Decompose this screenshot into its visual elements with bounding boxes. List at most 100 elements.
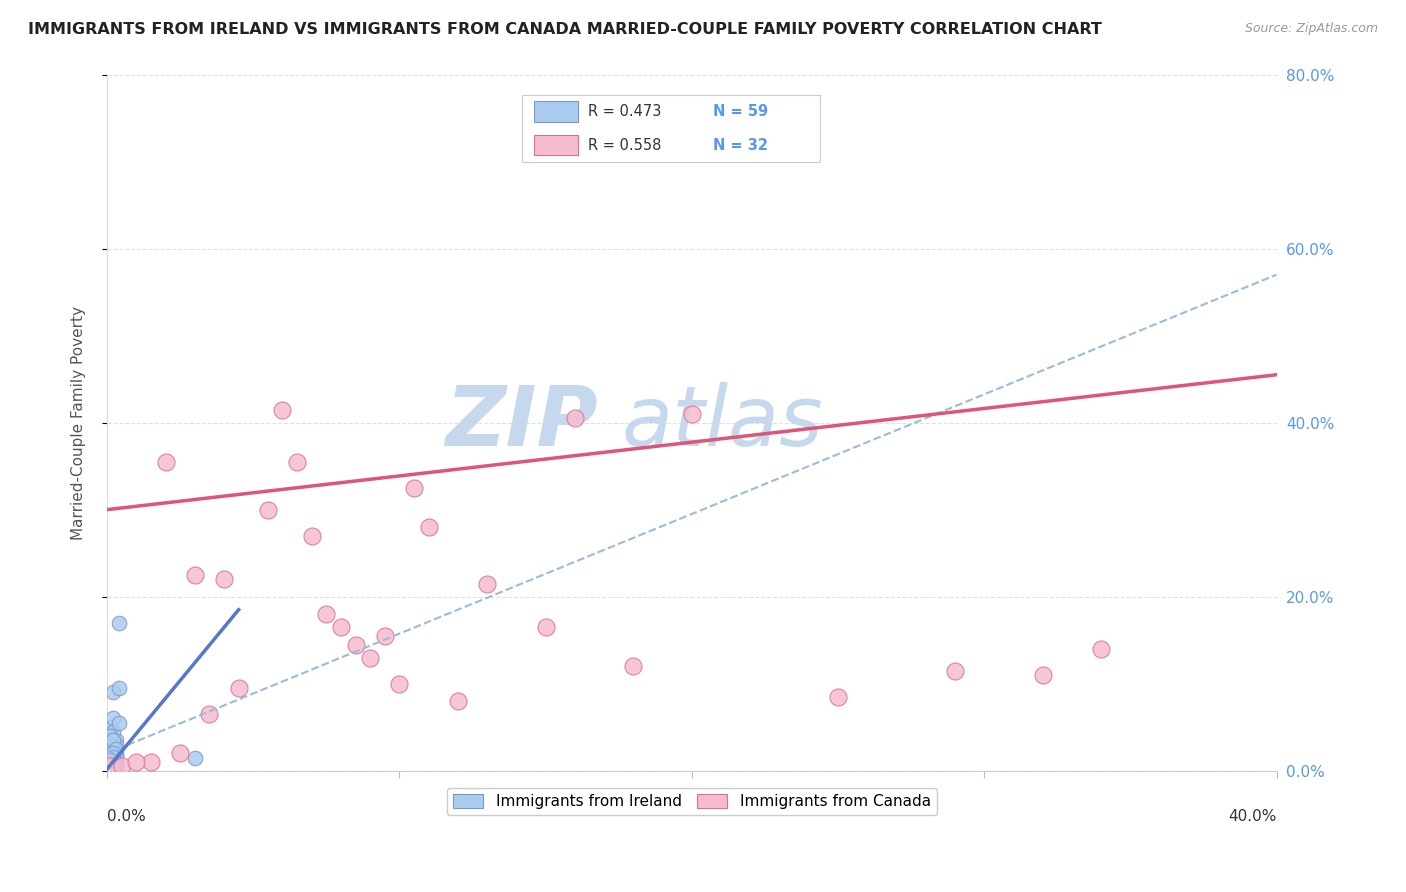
Point [98,763,121,777]
Point [98,754,121,768]
Point [564,411,586,425]
Point [111,759,134,773]
Point [104,733,127,747]
Point [104,742,127,756]
Point [107,715,129,730]
Point [447,694,470,708]
Y-axis label: Married-Couple Family Poverty: Married-Couple Family Poverty [72,306,86,540]
Text: N = 32: N = 32 [713,137,768,153]
Point [101,733,124,747]
Point [98,729,121,743]
Point [101,758,124,772]
FancyBboxPatch shape [534,135,578,155]
Point [155,455,177,469]
Point [98,756,121,771]
FancyBboxPatch shape [522,95,821,161]
Point [534,620,557,634]
Point [184,750,207,764]
Point [212,572,235,586]
Point [101,757,124,772]
Point [101,747,124,761]
Point [101,753,124,767]
Text: Source: ZipAtlas.com: Source: ZipAtlas.com [1244,22,1378,36]
Text: R = 0.558: R = 0.558 [588,137,661,153]
Text: 0.0%: 0.0% [107,809,146,824]
Point [681,407,703,421]
Point [104,758,127,772]
Point [98,747,121,761]
Point [943,664,966,678]
Point [98,759,121,773]
Point [98,755,121,769]
Point [101,761,124,775]
Text: N = 59: N = 59 [713,104,768,120]
Point [104,747,127,762]
Point [98,751,121,765]
Point [101,760,124,774]
Point [139,755,162,769]
Point [374,629,396,643]
Point [198,707,221,722]
Point [101,761,124,775]
Point [330,620,353,634]
Point [107,615,129,630]
Point [228,681,250,695]
Point [125,755,148,769]
Point [101,755,124,769]
Point [827,690,849,704]
Point [98,756,121,771]
Point [98,750,121,764]
Point [98,759,121,773]
Point [98,757,121,772]
Point [98,756,121,771]
Point [257,502,280,516]
FancyBboxPatch shape [534,102,578,122]
Point [98,761,121,775]
Point [285,455,308,469]
Text: R = 0.473: R = 0.473 [588,104,661,120]
Point [169,747,191,761]
Point [101,759,124,773]
Point [184,568,207,582]
Point [101,685,124,699]
Point [98,759,121,773]
Point [101,758,124,772]
Point [301,529,323,543]
Point [107,681,129,695]
Point [98,753,121,767]
Point [475,576,498,591]
Point [104,738,127,752]
Point [101,724,124,739]
Point [621,659,644,673]
Point [101,760,124,774]
Point [402,481,425,495]
Text: 40.0%: 40.0% [1229,809,1277,824]
Point [101,745,124,759]
Point [101,756,124,771]
Point [418,520,440,534]
Point [98,759,121,773]
Point [388,676,411,690]
Point [315,607,337,621]
Point [271,402,294,417]
Point [98,760,121,774]
Legend: Immigrants from Ireland, Immigrants from Canada: Immigrants from Ireland, Immigrants from… [447,788,936,815]
Point [101,739,124,754]
Point [104,760,127,774]
Point [98,759,121,773]
Point [344,638,367,652]
Point [104,747,127,762]
Point [1032,668,1054,682]
Point [101,749,124,764]
Point [98,759,121,773]
Point [98,720,121,734]
Point [98,762,121,776]
Point [101,759,124,773]
Point [104,756,127,771]
Point [104,750,127,764]
Text: IMMIGRANTS FROM IRELAND VS IMMIGRANTS FROM CANADA MARRIED-COUPLE FAMILY POVERTY : IMMIGRANTS FROM IRELAND VS IMMIGRANTS FR… [28,22,1102,37]
Point [98,759,121,773]
Point [98,759,121,773]
Text: atlas: atlas [621,382,824,463]
Point [98,756,121,770]
